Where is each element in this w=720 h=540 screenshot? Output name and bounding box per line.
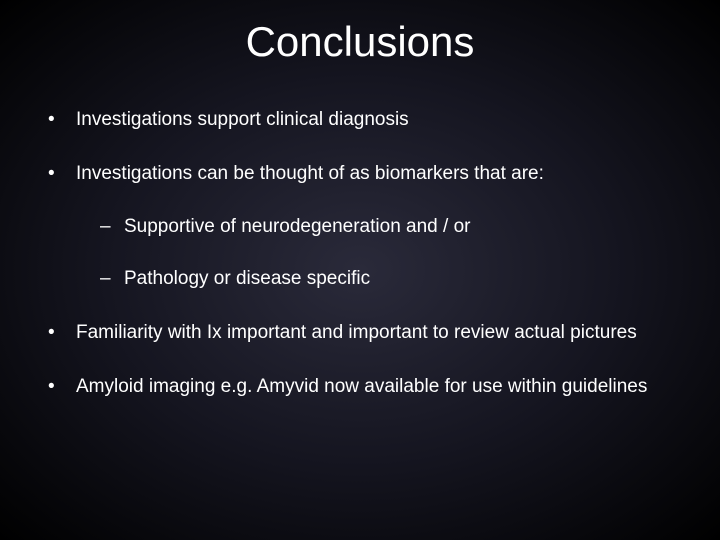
slide-title: Conclusions: [30, 18, 690, 66]
bullet-list: Investigations support clinical diagnosi…: [48, 102, 690, 405]
list-item: Familiarity with Ix important and import…: [48, 315, 690, 351]
sub-bullet-list: Supportive of neurodegeneration and / or…: [100, 210, 690, 296]
bullet-text: Investigations support clinical diagnosi…: [76, 109, 409, 130]
bullet-text: Investigations can be thought of as biom…: [76, 163, 544, 184]
list-item: Amyloid imaging e.g. Amyvid now availabl…: [48, 369, 690, 405]
sub-bullet-text: Pathology or disease specific: [124, 268, 370, 289]
sub-bullet-text: Supportive of neurodegeneration and / or: [124, 216, 470, 237]
list-item: Pathology or disease specific: [100, 262, 690, 296]
list-item: Investigations support clinical diagnosi…: [48, 102, 690, 138]
bullet-text: Amyloid imaging e.g. Amyvid now availabl…: [76, 376, 647, 397]
list-item: Supportive of neurodegeneration and / or: [100, 210, 690, 244]
bullet-text: Familiarity with Ix important and import…: [76, 322, 637, 343]
slide-container: Conclusions Investigations support clini…: [0, 0, 720, 540]
list-item: Investigations can be thought of as biom…: [48, 156, 690, 296]
